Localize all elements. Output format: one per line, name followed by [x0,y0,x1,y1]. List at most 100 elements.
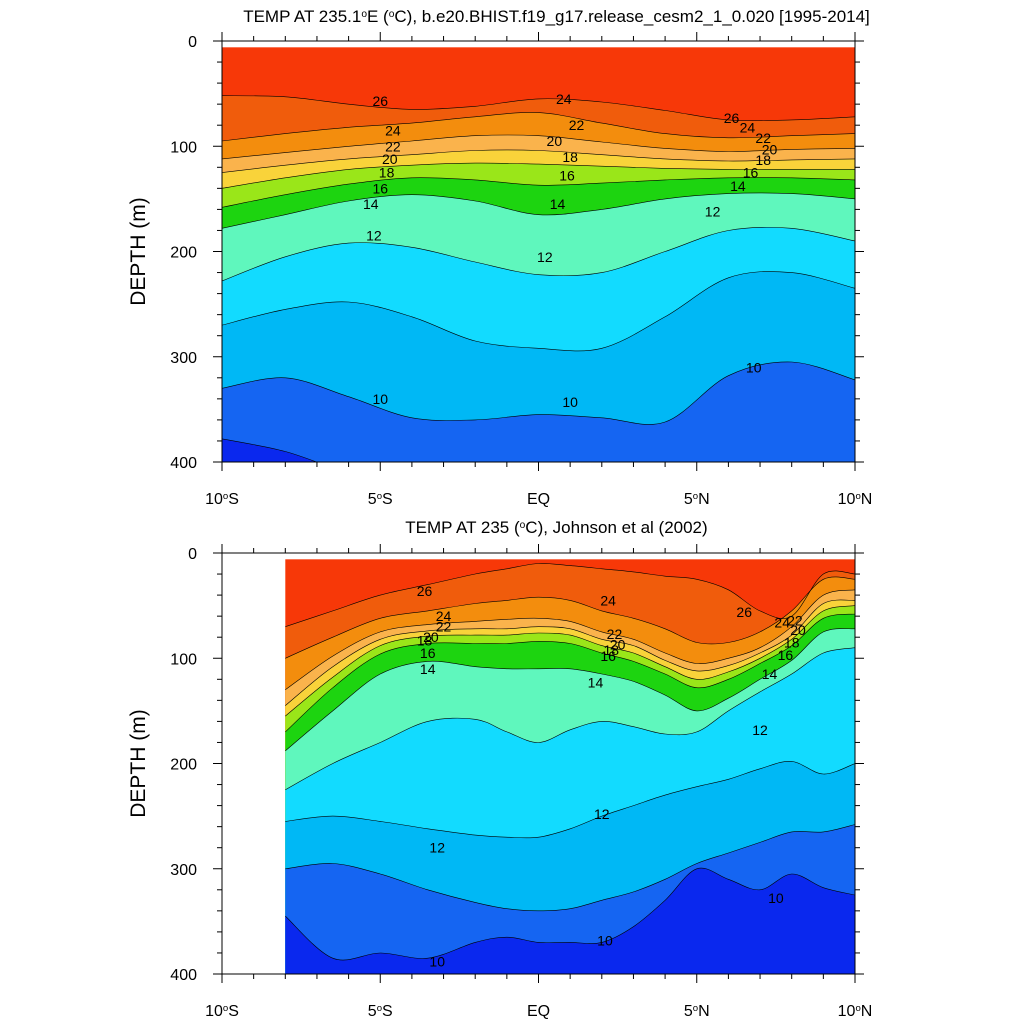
isotherm-line-14 [222,192,855,229]
isotherm-line-22 [285,589,855,691]
isotherm-line-18 [285,605,855,717]
y-tick-label: 100 [170,651,197,668]
x-tick-label: 5oN [684,1003,710,1021]
contour-label-24: 24 [600,592,616,608]
isotherm-line-22 [222,134,855,160]
x-tick-label: 5oN [684,491,710,509]
isotherm-band-10 [285,868,855,974]
contour-label-14: 14 [730,178,746,194]
x-tick-label: 10oS [205,1003,239,1021]
y-axis-label: DEPTH (m) [127,709,150,818]
contour-label-16: 16 [600,648,616,664]
plot-area: 2624222018161424222018161412121214161820… [285,559,855,974]
contour-label-18: 18 [604,642,620,658]
y-axis-label: DEPTH (m) [127,197,150,306]
contour-label-10: 10 [746,359,762,375]
contour-label-12: 12 [429,840,445,856]
contour-label-22: 22 [755,130,771,146]
contour-label-24: 24 [436,608,452,624]
x-tick-label: 10oN [838,1003,873,1021]
contour-label-12: 12 [594,806,610,822]
contour-label-26: 26 [736,604,752,620]
contour-label-16: 16 [420,645,436,661]
contour-label-20: 20 [547,133,563,149]
isotherm-line-10 [285,867,855,961]
contour-label-10: 10 [429,953,445,969]
contour-label-16: 16 [372,180,388,196]
x-tick-label: 10oN [838,491,873,509]
isotherm-line-24 [285,576,855,659]
contour-label-12: 12 [752,722,768,738]
x-tick-label: 5oS [368,1003,393,1021]
contour-label-10: 10 [562,394,578,410]
isotherm-line-14 [285,628,855,752]
y-tick-label: 400 [170,455,197,472]
contour-label-12: 12 [366,228,382,244]
contour-label-26: 26 [417,583,433,599]
contour-label-16: 16 [559,168,575,184]
contour-label-14: 14 [588,674,604,690]
contour-label-22: 22 [385,138,401,154]
x-tick-label: EQ [527,1003,550,1020]
chart-title: TEMP AT 235 (oC), Johnson et al (2002) [405,518,707,537]
y-tick-label: 300 [170,350,197,367]
contour-label-20: 20 [423,629,439,645]
x-tick-label: 5oS [368,491,393,509]
isotherm-line-20 [285,599,855,706]
isotherm-line-26 [285,563,855,627]
contour-label-14: 14 [420,661,436,677]
contour-label-20: 20 [382,151,398,167]
isotherm-line-16 [222,177,855,208]
isotherm-line-12 [222,226,855,282]
isotherm-line-12 [285,761,855,839]
contour-label-20: 20 [610,637,626,653]
contour-label-18: 18 [379,165,395,181]
isotherm-line-20 [222,149,855,173]
contour-label-22: 22 [436,619,452,635]
contour-label-18: 18 [562,149,578,165]
x-tick-label: EQ [527,491,550,508]
y-tick-label: 0 [188,546,197,563]
contour-label-16: 16 [778,647,794,663]
contour-label-26: 26 [372,93,388,109]
isotherm-line-24 [222,112,855,142]
contour-label-20: 20 [762,141,778,157]
panel-bottom: 2624222018161424222018161412121214161820… [127,518,872,1020]
contour-label-14: 14 [363,196,379,212]
y-tick-label: 400 [170,967,197,984]
y-tick-label: 100 [170,139,197,156]
isotherm-line-18 [222,162,855,189]
contour-label-24: 24 [740,119,756,135]
contour-label-26: 26 [724,110,740,126]
isotherm-line-13 [285,647,855,791]
y-tick-label: 0 [188,34,197,51]
chart-title: TEMP AT 235.1oE (oC), b.e20.BHIST.f19_g1… [243,7,870,26]
contour-label-16: 16 [743,165,759,181]
isotherm-band-10 [222,361,855,462]
contour-label-12: 12 [705,204,721,220]
isotherm-line-26 [222,95,855,122]
contour-label-22: 22 [569,117,585,133]
contour-label-24: 24 [556,91,572,107]
contour-label-24: 24 [774,614,790,630]
contour-label-14: 14 [550,196,566,212]
contour-label-18: 18 [755,152,771,168]
isotherm-line-10 [222,361,855,425]
contour-label-10: 10 [372,391,388,407]
contour-label-24: 24 [385,122,401,138]
y-tick-label: 200 [170,757,197,774]
isotherm-line-11 [285,824,855,912]
contour-label-14: 14 [762,666,778,682]
y-tick-label: 300 [170,862,197,879]
isotherm-band-9 [222,438,317,462]
contour-label-22: 22 [787,612,803,628]
contour-label-18: 18 [784,634,800,650]
contour-label-20: 20 [790,622,806,638]
contour-label-12: 12 [537,249,553,265]
contour-label-22: 22 [607,626,623,642]
isotherm-line-16 [285,613,855,733]
contour-label-10: 10 [768,890,784,906]
